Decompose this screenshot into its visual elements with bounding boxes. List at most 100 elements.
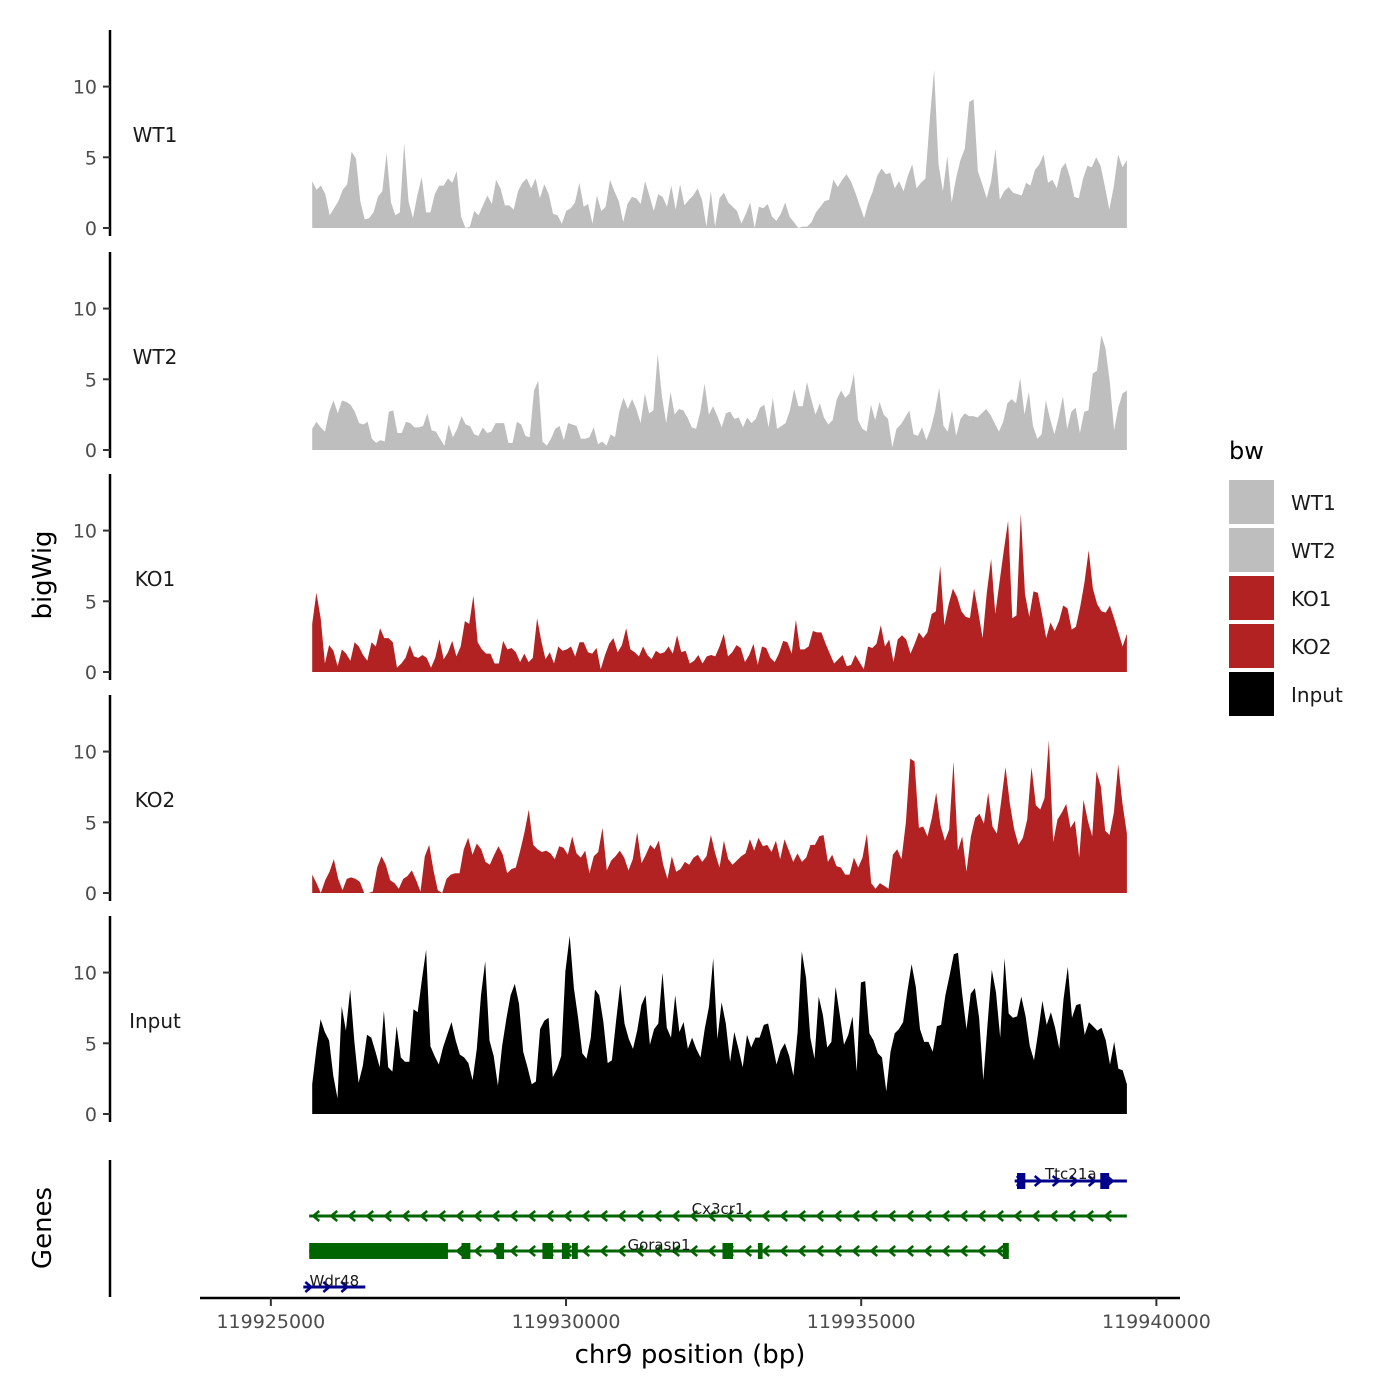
- strand-arrow: [815, 1210, 825, 1222]
- strand-arrow: [491, 1210, 501, 1222]
- strand-arrow: [689, 1245, 699, 1257]
- gene-gorasp1: Gorasp1: [309, 1236, 1009, 1259]
- exon: [722, 1243, 734, 1259]
- strand-arrow: [383, 1210, 393, 1222]
- strand-arrow: [689, 1210, 699, 1222]
- y-tick-label: 0: [85, 883, 97, 905]
- y-tick-label: 0: [85, 218, 97, 240]
- gene-label: Gorasp1: [627, 1236, 690, 1254]
- strand-arrow: [743, 1245, 753, 1257]
- legend-label-ko2: KO2: [1291, 635, 1332, 659]
- legend-label-wt1: WT1: [1291, 491, 1336, 515]
- exon: [757, 1243, 763, 1259]
- strand-arrow: [455, 1210, 465, 1222]
- coverage-area-wt1: [312, 69, 1127, 228]
- x-tick-label: 119935000: [807, 1311, 916, 1333]
- x-tick-label: 119925000: [216, 1311, 325, 1333]
- strand-arrow: [581, 1210, 591, 1222]
- track-label-input: Input: [129, 1009, 181, 1033]
- y-tick-label: 5: [85, 147, 97, 169]
- gene-label: Ttc21a: [1044, 1165, 1097, 1183]
- legend-label-ko1: KO1: [1291, 587, 1332, 611]
- track-label-wt1: WT1: [133, 123, 178, 147]
- track-ko1: 0 5 10 KO1: [73, 474, 1127, 684]
- strand-arrow: [761, 1210, 771, 1222]
- legend-key-ko1: [1229, 576, 1274, 620]
- track-input: 0 5 10 Input: [73, 916, 1127, 1126]
- strand-arrow: [905, 1245, 915, 1257]
- strand-arrow: [797, 1245, 807, 1257]
- exon: [1017, 1173, 1026, 1189]
- strand-arrow: [527, 1245, 537, 1257]
- strand-arrow: [869, 1210, 879, 1222]
- strand-arrow: [509, 1210, 519, 1222]
- strand-arrow: [635, 1210, 645, 1222]
- y-tick-label: 0: [85, 1104, 97, 1126]
- strand-arrow: [1069, 1175, 1079, 1187]
- strand-arrow: [545, 1210, 555, 1222]
- legend-key-wt2: [1229, 528, 1274, 572]
- x-tick-label: 119940000: [1102, 1311, 1211, 1333]
- y-axis-title: bigWig: [28, 530, 58, 619]
- track-label-ko2: KO2: [135, 788, 176, 812]
- gene-label: Cx3cr1: [692, 1200, 745, 1218]
- gene-ttc21a: Ttc21a: [1014, 1165, 1127, 1189]
- coverage-area-wt2: [312, 335, 1127, 450]
- genes-axis-title: Genes: [28, 1187, 58, 1269]
- y-tick-label: 10: [73, 299, 97, 321]
- strand-arrow: [1103, 1210, 1113, 1222]
- y-tick-label: 5: [85, 1033, 97, 1055]
- strand-arrow: [707, 1245, 717, 1257]
- y-tick-label: 10: [73, 521, 97, 543]
- strand-arrow: [473, 1245, 483, 1257]
- exon: [571, 1243, 578, 1259]
- strand-arrow: [779, 1245, 789, 1257]
- coverage-area-ko2: [312, 740, 1127, 893]
- strand-arrow: [653, 1245, 663, 1257]
- y-tick-label: 0: [85, 440, 97, 462]
- exon: [561, 1243, 570, 1259]
- coverage-tracks: 0 5 10 WT1 0 5 10 WT2 0 5 10 KO1 0 5 10 KO2 0 5 10 Input: [73, 30, 1127, 1126]
- strand-arrow: [653, 1210, 663, 1222]
- track-label-wt2: WT2: [133, 345, 178, 369]
- strand-arrow: [401, 1210, 411, 1222]
- strand-arrow: [1049, 1210, 1059, 1222]
- x-tick-label: 119930000: [512, 1311, 621, 1333]
- strand-arrow: [923, 1245, 933, 1257]
- strand-arrow: [617, 1210, 627, 1222]
- legend-title: bw: [1229, 437, 1264, 465]
- strand-arrow: [527, 1210, 537, 1222]
- legend-key-wt1: [1229, 480, 1274, 524]
- strand-arrow: [833, 1245, 843, 1257]
- exon: [496, 1243, 505, 1259]
- strand-arrow: [1013, 1210, 1023, 1222]
- strand-arrow: [1033, 1175, 1043, 1187]
- strand-arrow: [455, 1245, 465, 1257]
- strand-arrow: [329, 1210, 339, 1222]
- exon: [1002, 1243, 1009, 1259]
- strand-arrow: [322, 1281, 332, 1293]
- strand-arrow: [599, 1245, 609, 1257]
- strand-arrow: [707, 1210, 717, 1222]
- legend-label-input: Input: [1291, 683, 1343, 707]
- strand-arrow: [340, 1281, 350, 1293]
- strand-arrow: [833, 1210, 843, 1222]
- track-label-ko1: KO1: [135, 567, 176, 591]
- strand-arrow: [851, 1245, 861, 1257]
- strand-arrow: [635, 1245, 645, 1257]
- strand-arrow: [941, 1210, 951, 1222]
- strand-arrow: [959, 1210, 969, 1222]
- strand-arrow: [304, 1281, 314, 1293]
- strand-arrow: [869, 1245, 879, 1257]
- legend: bw WT1 WT2 KO1 KO2 Input: [1229, 437, 1343, 716]
- strand-arrow: [509, 1245, 519, 1257]
- strand-arrow: [671, 1210, 681, 1222]
- x-axis-title: chr9 position (bp): [575, 1340, 806, 1370]
- track-wt2: 0 5 10 WT2: [73, 252, 1127, 462]
- y-tick-label: 10: [73, 77, 97, 99]
- strand-arrow: [725, 1210, 735, 1222]
- strand-arrow: [959, 1245, 969, 1257]
- strand-arrow: [1085, 1210, 1095, 1222]
- strand-arrow: [779, 1210, 789, 1222]
